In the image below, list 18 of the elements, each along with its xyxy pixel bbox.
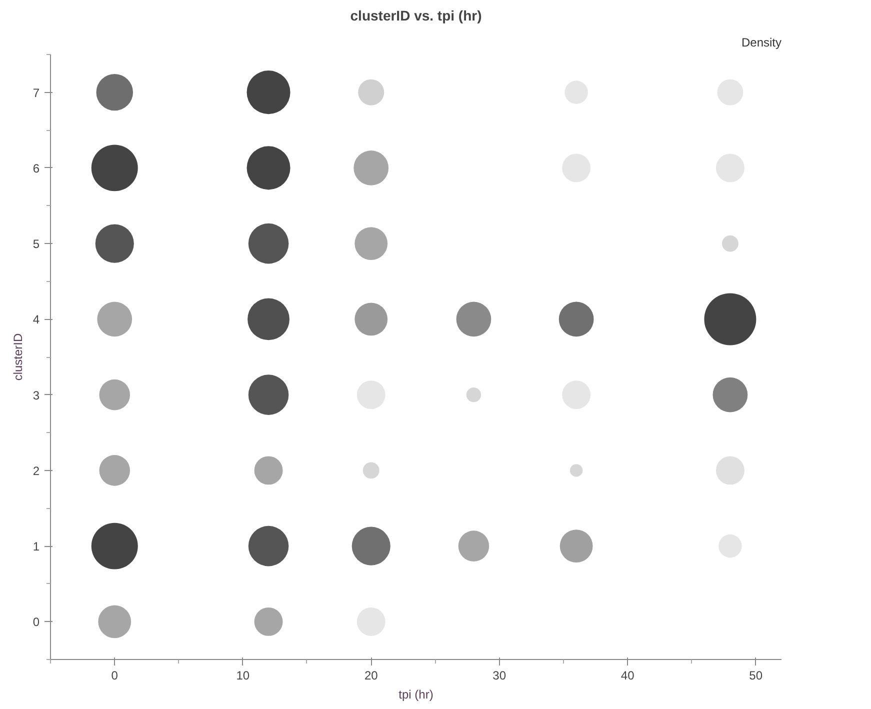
x-tick-label: 30 xyxy=(492,668,506,682)
y-tick-label: 2 xyxy=(32,464,40,478)
y-tick-label: 1 xyxy=(32,540,40,554)
y-tick-label: 6 xyxy=(32,161,40,176)
y-tick-label: 3 xyxy=(32,388,40,402)
y-axis-title: clusterID xyxy=(10,332,25,381)
y-tick-label: 7 xyxy=(32,86,40,100)
x-tick-label: 50 xyxy=(749,668,763,682)
y-tick-label: 4 xyxy=(32,312,40,327)
y-tick-label: 0 xyxy=(32,615,40,630)
x-axis-title: tpi (hr) xyxy=(398,688,434,702)
y-tick-label: 5 xyxy=(32,237,40,252)
x-tick-label: 40 xyxy=(620,668,635,682)
x-tick-label: 0 xyxy=(111,668,118,682)
chart-title: clusterID vs. tpi (hr) xyxy=(350,8,482,24)
legend-title: Density xyxy=(741,36,782,50)
x-tick-label: 20 xyxy=(364,668,378,682)
x-tick-label: 10 xyxy=(236,668,250,682)
